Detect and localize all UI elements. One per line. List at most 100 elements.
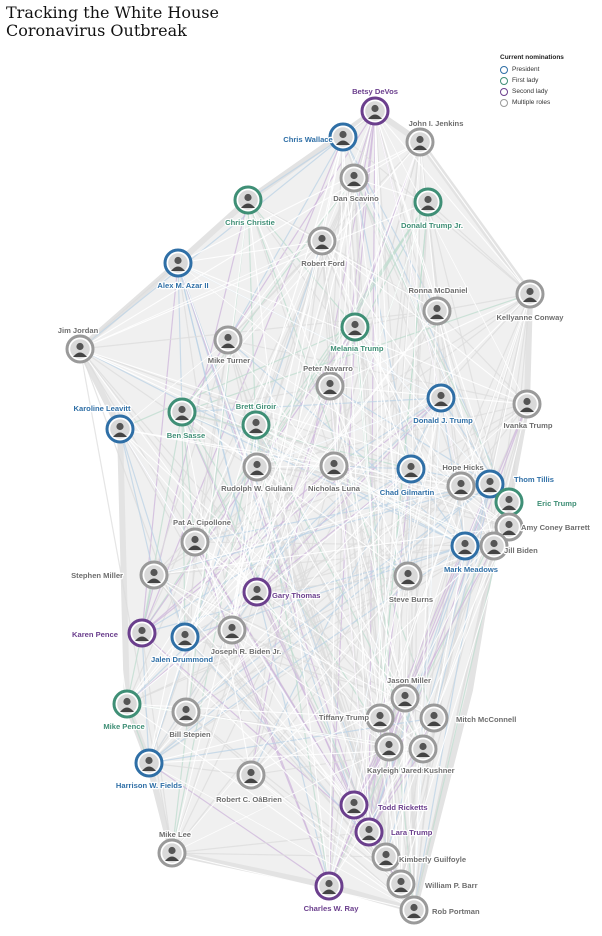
connection-line <box>410 403 528 470</box>
person-name-label: Mike Turner <box>208 356 251 365</box>
portrait-head <box>178 405 186 414</box>
person-node-devos[interactable]: Betsy DeVos <box>351 86 399 126</box>
person-node-melania[interactable]: Melania Trump <box>329 312 385 354</box>
person-node-wallace[interactable]: Chris Wallace <box>282 122 358 152</box>
connection-line <box>385 545 495 858</box>
person-node-leavitt[interactable]: Karoline Leavitt <box>72 403 135 444</box>
person-node-navarro[interactable]: Peter Navarro <box>302 363 354 401</box>
person-node-cipollone[interactable]: Pat A. Cipollone <box>172 517 232 557</box>
portrait-head <box>437 391 445 400</box>
person-node-mcenany[interactable]: Kayleigh McEnany <box>366 732 436 776</box>
legend-item-second-lady: Second lady <box>500 86 564 97</box>
person-node-jmiller[interactable]: Jason Miller <box>386 675 432 713</box>
person-node-luna[interactable]: Nicholas Luna <box>307 451 362 494</box>
portrait-head <box>526 287 534 296</box>
person-node-jillbiden[interactable]: Jill Biden <box>479 531 539 561</box>
person-node-obrien[interactable]: Robert C. OâBrien <box>215 760 283 805</box>
person-node-mcconnell[interactable]: Mitch McConnell <box>419 703 518 733</box>
person-node-tiffany[interactable]: Tiffany Trump <box>318 703 395 733</box>
person-node-kushner[interactable]: Jared Kushner <box>400 734 456 776</box>
person-node-meadows[interactable]: Mark Meadows <box>443 531 499 575</box>
connection-line <box>388 293 531 748</box>
connection-line <box>413 310 438 911</box>
person-node-fields[interactable]: Harrison W. Fields <box>115 748 183 791</box>
person-node-laratrump[interactable]: Lara Trump <box>354 817 434 847</box>
connection-line <box>79 348 495 547</box>
connection-line <box>79 348 258 593</box>
portrait-head <box>505 495 513 504</box>
person-node-scavino[interactable]: Dan Scavino <box>332 163 380 204</box>
connection-line <box>227 177 355 341</box>
connection-line <box>328 485 462 887</box>
portrait-shoulders <box>487 549 501 554</box>
portrait-head <box>410 903 418 912</box>
legend-item-multiple-roles: Multiple roles <box>500 97 564 108</box>
portrait-shoulders <box>142 766 156 771</box>
connection-line <box>153 574 370 833</box>
person-node-trumpjr[interactable]: Donald Trump Jr. <box>400 187 464 231</box>
person-name-label: Rob Portman <box>432 907 480 916</box>
connection-line <box>231 177 355 631</box>
person-node-ray[interactable]: Charles W. Ray <box>302 871 360 914</box>
person-node-giroir[interactable]: Brett Giroir <box>235 401 277 440</box>
portrait-head <box>145 756 153 765</box>
person-node-mpence[interactable]: Mike Pence <box>102 689 146 732</box>
person-node-tillis[interactable]: Thom Tillis <box>475 469 555 499</box>
connection-line <box>256 403 528 468</box>
portrait-shoulders <box>430 314 444 319</box>
person-node-christie[interactable]: Chris Christie <box>224 185 276 228</box>
portrait-shoulders <box>336 140 350 145</box>
connection-line <box>256 575 409 593</box>
person-node-sasse[interactable]: Ben Sasse <box>166 397 206 441</box>
connection-line <box>148 526 510 764</box>
connection-line <box>321 240 466 547</box>
person-name-label: Karoline Leavitt <box>74 404 131 413</box>
person-name-label: William P. Barr <box>425 881 478 890</box>
person-node-jenkins[interactable]: John I. Jenkins <box>405 118 465 157</box>
person-node-barr[interactable]: William P. Barr <box>386 869 479 899</box>
person-node-burns[interactable]: Steve Burns <box>388 561 434 605</box>
person-node-turner[interactable]: Mike Turner <box>207 325 251 366</box>
connection-line <box>79 348 466 547</box>
connection-line <box>181 141 421 413</box>
connection-line <box>489 293 531 485</box>
connection-line <box>141 201 429 634</box>
connection-line <box>79 240 323 350</box>
connection-line <box>333 465 402 885</box>
legend-title: Current nominations <box>500 54 564 61</box>
person-node-gilmartin[interactable]: Chad Gilmartin <box>379 454 436 498</box>
person-node-drummond[interactable]: Jalen Drummond <box>150 622 215 665</box>
portrait-shoulders <box>434 401 448 406</box>
person-node-stepien[interactable]: Bill Stepien <box>168 697 212 740</box>
connection-line <box>79 136 344 350</box>
person-node-ivanka[interactable]: Ivanka Trump <box>502 389 554 431</box>
person-node-miller[interactable]: Stephen Miller <box>70 560 169 590</box>
person-node-lee[interactable]: Mike Lee <box>157 829 192 868</box>
person-node-azar[interactable]: Alex M. Azar II <box>156 248 210 291</box>
person-node-portman[interactable]: Rob Portman <box>399 895 481 925</box>
connection-line <box>400 485 462 885</box>
person-node-barrett[interactable]: Amy Coney Barrett <box>494 512 591 542</box>
person-node-hicks[interactable]: Hope Hicks <box>441 462 485 501</box>
portrait-head <box>174 256 182 265</box>
portrait-head <box>339 130 347 139</box>
portrait-shoulders <box>225 633 239 638</box>
connection-line <box>247 199 438 312</box>
person-node-jordan[interactable]: Jim Jordan <box>57 325 100 364</box>
connection-line <box>119 428 435 719</box>
connection-line <box>250 774 415 911</box>
person-node-ricketts[interactable]: Todd Ricketts <box>339 790 429 820</box>
person-node-biden[interactable]: Joseph R. Biden Jr. <box>210 615 282 657</box>
connection-line <box>171 424 257 854</box>
person-name-label: Lara Trump <box>391 828 433 837</box>
portrait-head <box>385 740 393 749</box>
person-node-kpence[interactable]: Karen Pence <box>71 618 157 648</box>
person-node-guilfoyle[interactable]: Kimberly Guilfoyle <box>371 842 467 872</box>
person-node-giuliani[interactable]: Rudolph W. Giuliani <box>220 452 294 494</box>
person-node-mcdaniel[interactable]: Ronna McDaniel <box>407 285 469 326</box>
person-node-erictrump[interactable]: Eric Trump <box>494 487 578 517</box>
person-node-djtrump[interactable]: Donald J. Trump <box>412 383 474 426</box>
person-node-ford[interactable]: Robert Ford <box>300 226 346 269</box>
person-node-conway[interactable]: Kellyanne Conway <box>495 279 566 323</box>
person-node-thomas[interactable]: Gary Thomas <box>242 577 322 607</box>
